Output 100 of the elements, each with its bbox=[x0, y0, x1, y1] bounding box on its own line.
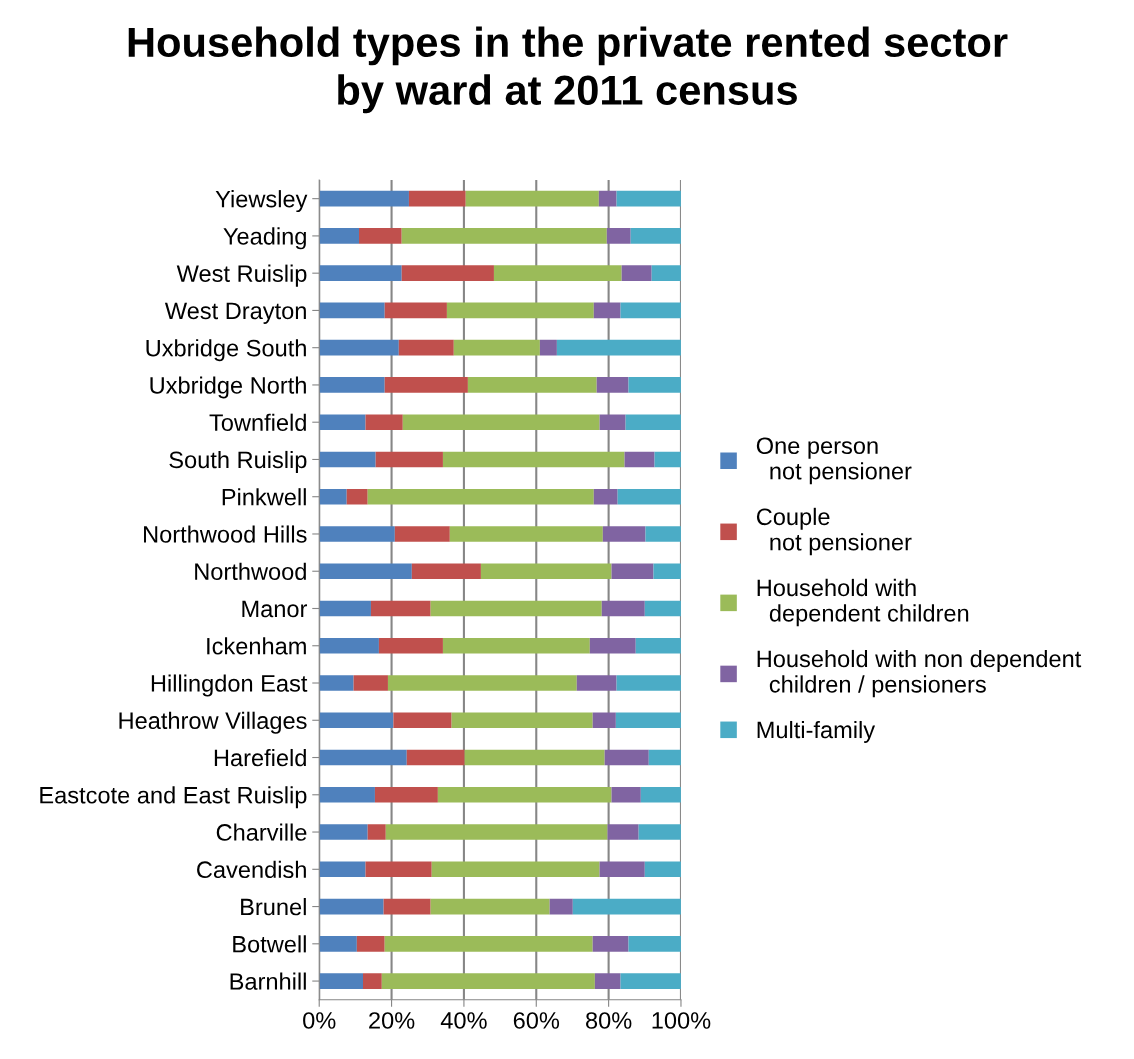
bar bbox=[549, 898, 573, 915]
y-tick-label: Heathrow Villages bbox=[119, 711, 307, 734]
x-tick-label: 20% bbox=[369, 1012, 415, 1029]
bar bbox=[411, 563, 481, 580]
bar bbox=[465, 190, 599, 207]
bar bbox=[319, 786, 375, 803]
bar bbox=[616, 675, 681, 691]
bar bbox=[384, 935, 593, 952]
bar bbox=[648, 749, 681, 766]
bar bbox=[625, 414, 681, 431]
y-tick-label: Eastcote and East Ruislip bbox=[40, 786, 307, 809]
legend-label: Multi-family bbox=[757, 720, 876, 743]
bar bbox=[628, 377, 681, 393]
y-tick-label: Uxbridge South bbox=[146, 339, 306, 362]
legend-label: Couple not pensioner bbox=[756, 507, 912, 556]
bar bbox=[640, 786, 681, 803]
bar bbox=[598, 190, 617, 207]
bar bbox=[539, 339, 557, 356]
bar bbox=[596, 377, 629, 393]
y-tick-label: Yeading bbox=[223, 227, 306, 250]
bar bbox=[367, 488, 594, 505]
bar bbox=[346, 488, 368, 505]
bar bbox=[593, 488, 618, 505]
bar bbox=[353, 675, 388, 691]
bar bbox=[319, 563, 412, 580]
legend-label: Household with dependent children bbox=[757, 578, 969, 627]
bar bbox=[381, 973, 595, 989]
bar bbox=[402, 414, 600, 431]
chart-title: Household types in the private rented sector by ward at 2011 census bbox=[128, 26, 1008, 114]
bar bbox=[630, 228, 681, 244]
bar bbox=[319, 935, 357, 952]
bar bbox=[572, 898, 681, 915]
bar bbox=[651, 265, 681, 281]
y-tick-label: Townfield bbox=[209, 413, 306, 431]
bar bbox=[453, 339, 540, 356]
bar bbox=[319, 339, 399, 356]
bar bbox=[319, 898, 384, 915]
bar bbox=[365, 414, 403, 431]
bar bbox=[628, 935, 681, 952]
bar bbox=[592, 935, 629, 952]
bar bbox=[602, 526, 646, 542]
bar bbox=[617, 488, 681, 505]
bar bbox=[319, 824, 368, 840]
bar bbox=[594, 973, 621, 989]
bar bbox=[589, 637, 636, 654]
bar bbox=[370, 600, 431, 617]
bar bbox=[365, 861, 432, 878]
bar bbox=[375, 451, 443, 468]
bar bbox=[401, 265, 494, 281]
bar bbox=[319, 451, 376, 468]
bar bbox=[604, 749, 649, 766]
bar bbox=[644, 600, 681, 617]
y-tick-label: Hillingdon East bbox=[151, 674, 308, 697]
bar bbox=[319, 488, 347, 505]
bar bbox=[408, 190, 466, 207]
bar bbox=[406, 749, 465, 766]
bar bbox=[638, 824, 681, 840]
bar bbox=[319, 712, 394, 729]
legend-label: One person not pensioner bbox=[756, 437, 912, 485]
bar bbox=[319, 973, 363, 989]
bar bbox=[464, 749, 605, 766]
x-tick-label: 40% bbox=[440, 1012, 487, 1029]
bar bbox=[437, 786, 612, 803]
y-tick-label: Manor bbox=[242, 600, 308, 618]
bar bbox=[611, 563, 654, 580]
y-tick-label: West Ruislip bbox=[176, 264, 307, 287]
bar bbox=[606, 228, 631, 244]
bar bbox=[599, 861, 645, 878]
y-tick-label: Cavendish bbox=[197, 860, 306, 879]
bar bbox=[384, 377, 468, 393]
y-tick-label: West Drayton bbox=[164, 302, 306, 324]
y-tick-label: South Ruislip bbox=[169, 450, 307, 473]
x-tick-label: 0% bbox=[303, 1012, 336, 1029]
bar bbox=[378, 637, 443, 654]
bar bbox=[493, 265, 622, 281]
bar bbox=[592, 712, 616, 729]
bar bbox=[319, 265, 402, 281]
bar bbox=[319, 302, 385, 319]
bar bbox=[635, 637, 681, 654]
y-tick-label: Pinkwell bbox=[222, 488, 306, 506]
bar bbox=[442, 451, 625, 468]
y-tick-label: Barnhill bbox=[230, 972, 306, 990]
y-tick-label: Uxbridge North bbox=[150, 376, 306, 399]
bar bbox=[442, 637, 590, 654]
bar bbox=[467, 377, 597, 393]
y-tick-label: Ickenham bbox=[207, 637, 306, 655]
bar bbox=[576, 675, 617, 691]
bar bbox=[401, 228, 607, 244]
bar bbox=[356, 935, 385, 952]
bar bbox=[319, 861, 366, 878]
bar bbox=[394, 526, 450, 542]
bar bbox=[319, 600, 371, 617]
bar bbox=[393, 712, 452, 729]
bar bbox=[451, 712, 593, 729]
bar bbox=[319, 190, 409, 207]
bar bbox=[556, 339, 681, 356]
y-tick-label: Harefield bbox=[214, 748, 306, 767]
bar bbox=[398, 339, 454, 356]
x-tick-label: 100% bbox=[652, 1012, 711, 1029]
bar bbox=[480, 563, 612, 580]
